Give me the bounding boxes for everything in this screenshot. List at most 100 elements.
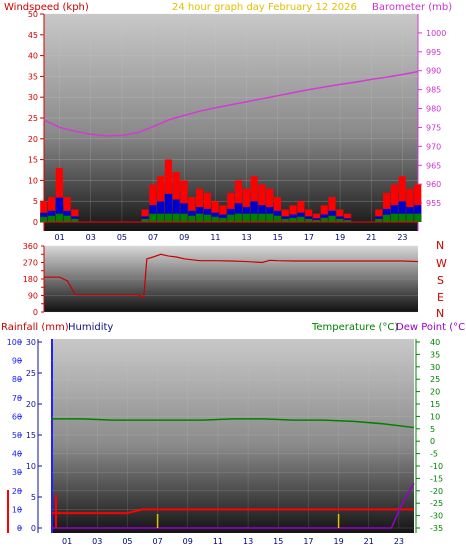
barometer-line <box>43 70 419 137</box>
temperature-tick-label: -10 <box>430 462 443 471</box>
wind-tick-label: 0 <box>33 218 38 227</box>
direction-label-e: E <box>437 291 444 304</box>
wind-bar <box>266 188 274 222</box>
wind-bar <box>383 192 391 222</box>
wind-bar <box>211 201 219 222</box>
wind-tick-label: 40 <box>28 52 38 61</box>
wind-bar <box>390 184 398 222</box>
wind-base-bar <box>71 218 79 222</box>
temperature-tick-label: 5 <box>430 425 435 434</box>
temperature-tick-label: 15 <box>430 400 440 409</box>
wind-base-bar <box>289 217 297 222</box>
rain-x-tick-label: 01 <box>62 537 72 546</box>
wind-bar <box>141 209 149 222</box>
wind-bar <box>242 188 250 222</box>
wind-bar <box>55 167 63 222</box>
wind-x-tick-label: 11 <box>210 233 220 242</box>
temperature-tick-label: 25 <box>430 375 440 384</box>
wind-average-bar <box>390 205 398 222</box>
wind-base-bar <box>188 215 196 222</box>
temperature-tick-label: -20 <box>430 487 443 496</box>
wind-bar <box>188 197 196 222</box>
baro-tick-label: 980 <box>426 105 441 114</box>
wind-base-bar <box>219 217 227 222</box>
wind-base-bar <box>297 216 305 222</box>
temperature-tick-label: -15 <box>430 474 443 483</box>
baro-tick-label: 1000 <box>426 29 446 38</box>
wind-bar <box>273 197 282 222</box>
rain-tick-label: 30 <box>12 468 22 477</box>
wind-bar <box>336 209 344 222</box>
wind-bar <box>375 209 383 222</box>
temperature-tick-label: 30 <box>430 363 440 372</box>
wind-bar <box>172 172 180 222</box>
baro-tick-label: 975 <box>426 123 441 132</box>
wind-base-bar <box>227 214 235 222</box>
wind-base-bar <box>258 213 266 222</box>
wind-base-bar <box>266 213 274 222</box>
baro-tick-label: 985 <box>426 86 441 95</box>
direction-tick-label: 360 <box>23 242 38 251</box>
wind-tick-label: 25 <box>28 114 38 123</box>
wind-base-bar <box>305 218 313 222</box>
wind-average-bar <box>234 203 243 222</box>
wind-base-bar <box>273 215 282 222</box>
wind-x-tick-label: 13 <box>241 233 251 242</box>
humidity-tick-label: 25 <box>26 369 36 378</box>
wind-bar <box>40 201 48 222</box>
wind-base-bar <box>406 213 414 222</box>
wind-base-bar <box>250 213 258 222</box>
rain-x-tick-label: 23 <box>394 537 404 546</box>
wind-bar <box>227 192 235 222</box>
rain-panel-background <box>52 339 414 533</box>
wind-base-bar <box>40 216 48 222</box>
rain-x-tick-label: 17 <box>303 537 313 546</box>
wind-bar <box>258 184 266 222</box>
wind-x-tick-label: 09 <box>179 233 189 242</box>
humidity-tick-label: 15 <box>26 431 36 440</box>
wind-bar <box>320 205 328 222</box>
wind-x-tick-label: 07 <box>148 233 158 242</box>
temperature-tick-label: -35 <box>430 524 443 533</box>
humidity-tick-label: 5 <box>31 493 36 502</box>
baro-tick-label: 955 <box>426 199 441 208</box>
rain-tick-label: 40 <box>12 450 22 459</box>
baro-tick-label: 965 <box>426 161 441 170</box>
wind-tick-label: 35 <box>28 72 38 81</box>
wind-tick-label: 15 <box>28 156 38 165</box>
wind-bar <box>203 192 211 222</box>
wind-bar <box>414 184 422 222</box>
humidity-tick-label: 10 <box>26 462 36 471</box>
direction-panel-background <box>44 246 418 312</box>
rain-x-tick-label: 03 <box>92 537 102 546</box>
temperature-tick-label: -5 <box>430 450 438 459</box>
wind-bar <box>328 197 336 222</box>
wind-base-bar <box>320 217 328 222</box>
wind-base-bar <box>234 213 243 222</box>
chart-marks: 0510152025303540455095596096597097598098… <box>7 10 447 546</box>
wind-average-bar <box>258 205 266 222</box>
humidity-tick-label: 30 <box>26 338 36 347</box>
wind-bar <box>164 159 172 222</box>
wind-average-bar <box>250 201 258 222</box>
dewpoint-label: Dew Point (°C) <box>396 322 466 333</box>
wind-base-bar <box>328 215 336 222</box>
wind-base-bar <box>172 213 180 222</box>
wind-bar <box>157 176 165 222</box>
humidity-tick-label: 20 <box>26 400 36 409</box>
wind-base-bar <box>390 213 398 222</box>
baro-tick-label: 995 <box>426 48 441 57</box>
wind-bar <box>305 209 313 222</box>
wind-bar <box>250 176 258 222</box>
wind-average-bar <box>149 205 157 222</box>
direction-tick-label: 180 <box>23 275 38 284</box>
wind-tick-label: 45 <box>28 31 38 40</box>
rainfall-line <box>52 508 414 515</box>
wind-base-bar <box>55 213 63 222</box>
wind-base-bar <box>196 213 204 222</box>
temperature-tick-label: 20 <box>430 388 440 397</box>
barometer-label: Barometer (mb) <box>372 2 452 13</box>
rain-x-tick-label: 19 <box>333 537 343 546</box>
wind-base-bar <box>375 218 383 222</box>
